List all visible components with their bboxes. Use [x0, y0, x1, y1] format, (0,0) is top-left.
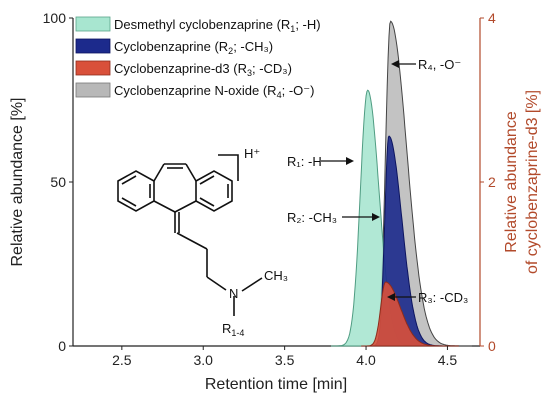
- legend-label-3: Cyclobenzaprine-d3 (R3; -CD₃): [114, 61, 292, 78]
- annotation-r3: R₃: -CD₃: [418, 290, 468, 305]
- annotation-r3-arrowhead: [387, 293, 395, 301]
- axis-ticks: 2.5 3.0 3.5 4.0 4.5 0 50 100 0 2 4: [43, 10, 496, 368]
- legend-label-1: Desmethyl cyclobenzaprine (R1; -H): [114, 17, 321, 34]
- annotation-r4: R₄, -O⁻: [418, 57, 461, 72]
- peak-annotations: R₁: -H R₂: -CH₃ R₃: -CD₃ R₄, -O⁻: [287, 57, 468, 305]
- structure-h-plus: H⁺: [244, 146, 260, 161]
- legend-label-4: Cyclobenzaprine N-oxide (R4; -O⁻): [114, 83, 314, 100]
- legend-swatch-2: [75, 38, 111, 54]
- legend: Desmethyl cyclobenzaprine (R1; -H) Cyclo…: [75, 16, 321, 100]
- y-right-tick-label: 2: [488, 174, 496, 190]
- x-tick-label: 4.0: [356, 352, 376, 368]
- peak-area-r3: [361, 281, 459, 347]
- y-right-tick-label: 4: [488, 10, 496, 26]
- x-tick-label: 4.5: [438, 352, 458, 368]
- y-right-tick-label: 0: [488, 338, 496, 354]
- legend-swatch-4: [75, 82, 111, 98]
- structure-r-group: R1-4: [222, 321, 244, 338]
- y-axis-label: Relative abundance [%]: [9, 98, 26, 267]
- y-axis-right-label-line2: of cyclobenzaprine-d3 [%]: [524, 90, 541, 274]
- structure-nitrogen: N: [229, 286, 238, 301]
- structure-ch3: CH₃: [264, 268, 288, 283]
- chemical-structure: [117, 154, 263, 316]
- x-tick-label: 2.5: [112, 352, 132, 368]
- annotation-r2: R₂: -CH₃: [287, 210, 337, 225]
- y-left-tick-label: 0: [58, 338, 66, 354]
- x-axis-label: Retention time [min]: [205, 376, 347, 393]
- legend-swatch-3: [75, 60, 111, 76]
- y-axis-right-label-line1: Relative abundance: [503, 111, 520, 253]
- annotation-r4-arrowhead: [391, 60, 399, 68]
- x-tick-label: 3.0: [194, 352, 214, 368]
- annotation-r2-arrowhead: [372, 213, 380, 221]
- y-left-tick-label: 100: [43, 10, 67, 26]
- x-tick-label: 3.5: [275, 352, 295, 368]
- legend-swatch-1: [75, 16, 111, 32]
- annotation-r1-arrowhead: [346, 157, 354, 165]
- annotation-r1: R₁: -H: [287, 154, 322, 169]
- legend-label-2: Cyclobenzaprine (R2; -CH₃): [114, 39, 273, 56]
- y-left-tick-label: 50: [50, 174, 66, 190]
